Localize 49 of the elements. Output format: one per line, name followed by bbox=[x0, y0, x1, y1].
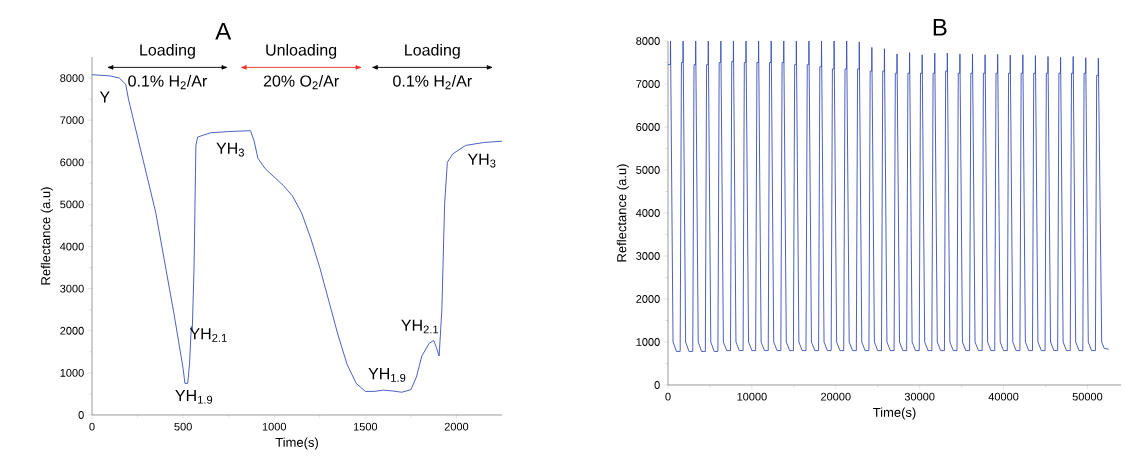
y-tick-label: 3000 bbox=[60, 284, 84, 293]
y-tick-label: 1000 bbox=[636, 338, 660, 346]
y-tick-label: 6000 bbox=[60, 158, 84, 167]
x-axis-title: Time(s) bbox=[873, 407, 916, 420]
x-tick-label: 500 bbox=[174, 422, 192, 431]
y-axis-title: Reflectance (a.u) bbox=[40, 187, 53, 285]
y-tick-label: 4000 bbox=[635, 209, 660, 217]
x-tick-label: 40000 bbox=[988, 392, 1019, 401]
x-tick-label: 20000 bbox=[821, 392, 851, 401]
y-tick-label: 0 bbox=[78, 411, 84, 419]
y-tick-label: 4000 bbox=[59, 242, 84, 251]
annotation: YH$_{2.1}$ bbox=[401, 319, 439, 334]
annotation: Loading bbox=[405, 43, 460, 59]
annotation: YH$_{3}$ bbox=[467, 153, 496, 168]
chart-title: A bbox=[215, 22, 232, 40]
annotation: YH$_{1.9}$ bbox=[368, 368, 406, 382]
x-tick-label: 1000 bbox=[262, 422, 287, 431]
x-tick-label: 2000 bbox=[444, 422, 469, 431]
y-tick-label: 7000 bbox=[636, 80, 660, 88]
annotation: Unloading bbox=[266, 43, 337, 59]
x-tick-label: 30000 bbox=[904, 392, 935, 401]
y-tick-label: 5000 bbox=[60, 200, 84, 209]
y-tick-label: 5000 bbox=[636, 166, 660, 174]
annotation: 20% O$_{2}$/Ar bbox=[263, 74, 339, 90]
y-tick-label: 8000 bbox=[60, 74, 84, 82]
y-tick-label: 6000 bbox=[636, 123, 660, 131]
annotation: YH$_{2.1}$ bbox=[189, 328, 227, 342]
x-tick-label: 0 bbox=[665, 392, 671, 401]
annotation: 0.1% H$_{2}$/Ar bbox=[393, 74, 472, 90]
y-tick-label: 0 bbox=[654, 381, 660, 389]
annotation: 0.1% H$_{2}$/Ar bbox=[128, 74, 208, 90]
x-axis-title: Time(s) bbox=[275, 437, 318, 450]
chart-title: B bbox=[933, 18, 947, 36]
y-tick-label: 8000 bbox=[636, 37, 660, 45]
annotation: Loading bbox=[140, 43, 195, 59]
x-tick-label: 50000 bbox=[1072, 392, 1103, 401]
x-tick-label: 10000 bbox=[737, 392, 767, 401]
annotation: YH$_{1.9}$ bbox=[175, 390, 213, 404]
annotation: Y bbox=[99, 91, 110, 103]
y-tick-label: 1000 bbox=[60, 368, 84, 377]
line-series bbox=[667, 40, 1110, 352]
y-axis-title: Reflectance (a.u) bbox=[616, 164, 629, 262]
y-tick-label: 2000 bbox=[636, 295, 660, 303]
y-tick-label: 3000 bbox=[636, 252, 660, 260]
y-tick-label: 2000 bbox=[60, 326, 84, 335]
x-tick-label: 1500 bbox=[353, 422, 378, 431]
x-tick-label: 0 bbox=[89, 422, 95, 431]
annotation: YH$_{3}$ bbox=[216, 142, 244, 157]
y-tick-label: 7000 bbox=[60, 116, 84, 125]
